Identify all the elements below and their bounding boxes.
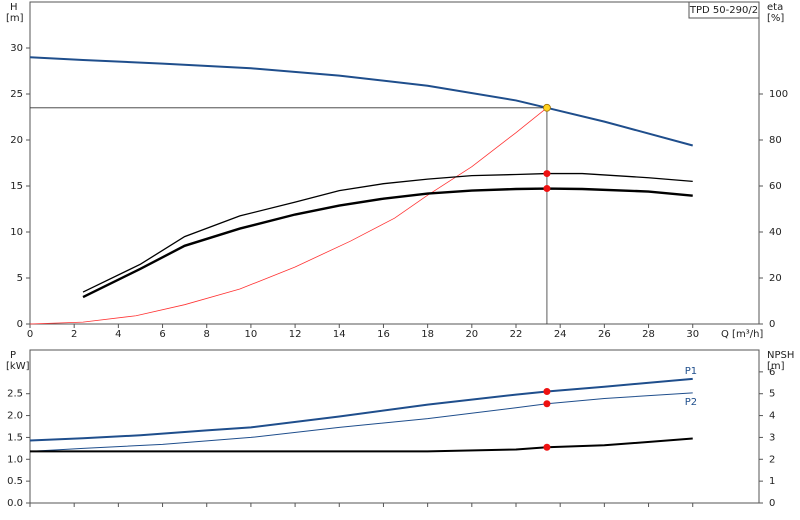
y2-tick-label: 80	[769, 135, 782, 146]
duty-point	[543, 185, 551, 193]
x-tick-label: 2	[71, 329, 77, 340]
curve	[29, 56, 693, 147]
y-axis-unit: [kW]	[6, 361, 30, 372]
x-tick-label: 22	[510, 329, 523, 340]
x-tick-label: 14	[333, 329, 346, 340]
y2-tick-label: 5	[769, 389, 775, 400]
x-tick-label: 16	[377, 329, 390, 340]
y-tick-label: 0.0	[7, 498, 23, 509]
x-tick-label: 20	[465, 329, 478, 340]
x-tick-label: 0	[27, 329, 33, 340]
y-tick-label: 1.5	[7, 432, 23, 443]
y2-tick-label: 100	[769, 89, 788, 100]
y-tick-label: 30	[10, 43, 23, 54]
curve	[82, 172, 693, 293]
y-tick-label: 25	[10, 89, 23, 100]
series-label: P1	[685, 366, 697, 377]
duty-point	[543, 170, 551, 178]
series-label: P2	[685, 397, 697, 408]
x-tick-label: 30	[686, 329, 699, 340]
x-axis-title: Q [m³/h]	[721, 329, 763, 340]
duty-point	[543, 388, 551, 396]
y-tick-label: 5	[17, 273, 23, 284]
x-tick-label: 4	[115, 329, 121, 340]
y2-axis-title: eta	[767, 2, 783, 13]
x-tick-label: 18	[421, 329, 434, 340]
x-tick-label: 10	[245, 329, 258, 340]
y2-tick-label: 1	[769, 476, 775, 487]
y-tick-label: 0.5	[7, 476, 23, 487]
y2-tick-label: 3	[769, 432, 775, 443]
y2-axis-title: NPSH	[767, 350, 794, 361]
y2-axis-unit: [m]	[767, 361, 785, 372]
curve	[82, 187, 693, 299]
y-tick-label: 2.0	[7, 411, 23, 422]
y2-tick-label: 20	[769, 273, 782, 284]
curve	[29, 107, 548, 325]
x-tick-label: 12	[289, 329, 302, 340]
x-tick-label: 24	[554, 329, 567, 340]
y2-tick-label: 0	[769, 498, 775, 509]
y-tick-label: 0	[17, 319, 23, 330]
y-tick-label: 10	[10, 227, 23, 238]
y2-tick-label: 0	[769, 319, 775, 330]
y2-tick-label: 6	[769, 367, 775, 378]
y-tick-label: 15	[10, 181, 23, 192]
curve	[30, 437, 693, 453]
y2-tick-label: 2	[769, 454, 775, 465]
y2-axis-unit: [%]	[767, 13, 784, 24]
y-axis-title: H	[10, 2, 18, 13]
plot-frame	[29, 1, 760, 325]
y-axis-title: P	[10, 350, 16, 361]
y2-tick-label: 40	[769, 227, 782, 238]
y-axis-unit: [m]	[6, 13, 24, 24]
x-tick-label: 28	[642, 329, 655, 340]
model-box	[688, 1, 760, 19]
x-tick-label: 6	[159, 329, 165, 340]
duty-point	[543, 400, 551, 408]
duty-point	[543, 103, 551, 112]
y2-tick-label: 60	[769, 181, 782, 192]
x-tick-label: 26	[598, 329, 611, 340]
y-tick-label: 20	[10, 135, 23, 146]
y-tick-label: 2.5	[7, 389, 23, 400]
plot-frame	[29, 349, 760, 504]
x-tick-label: 8	[204, 329, 210, 340]
y2-tick-label: 4	[769, 411, 775, 422]
y-tick-label: 1.0	[7, 454, 23, 465]
model-label: TPD 50-290/2	[689, 5, 758, 16]
curve	[29, 392, 693, 452]
duty-point	[543, 443, 551, 451]
curve	[29, 377, 693, 442]
